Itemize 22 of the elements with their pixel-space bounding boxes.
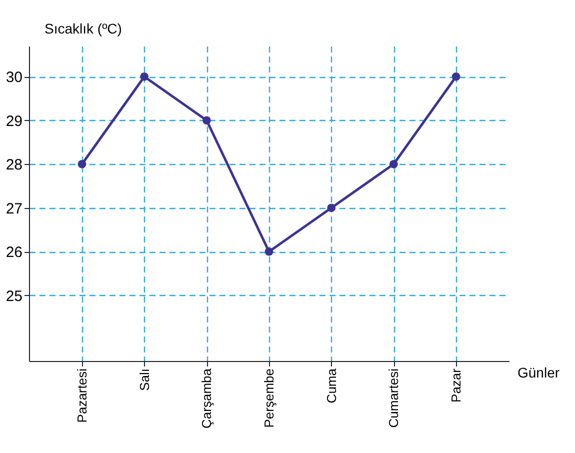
x-tick-label: Çarşamba [199,368,214,428]
point [452,72,460,81]
x-axis-title: Günler [518,364,560,380]
y-tick-label: 28 [6,156,22,174]
point [327,204,336,212]
y-tick-label: 25 [6,288,22,305]
x-tick-label: Perşembe [262,368,276,428]
y-tick-label: 29 [6,112,22,130]
x-tick-label: Salı [136,368,152,391]
x-tick-label: Pazar [448,368,464,402]
point [140,72,149,81]
y-tick-label: 26 [6,244,22,262]
y-tick-label: 27 [6,200,22,218]
point [202,116,211,125]
x-tick-label: Cuma [324,368,339,404]
x-tick-label: Cumartesi [386,368,402,428]
point [264,247,274,256]
x-tick-label: Pazartesi [74,368,90,423]
y-axis-title: Sıcaklık (ºC) [44,20,122,36]
y-tick-label: 30 [6,69,22,86]
point [389,160,398,168]
point [78,160,86,168]
